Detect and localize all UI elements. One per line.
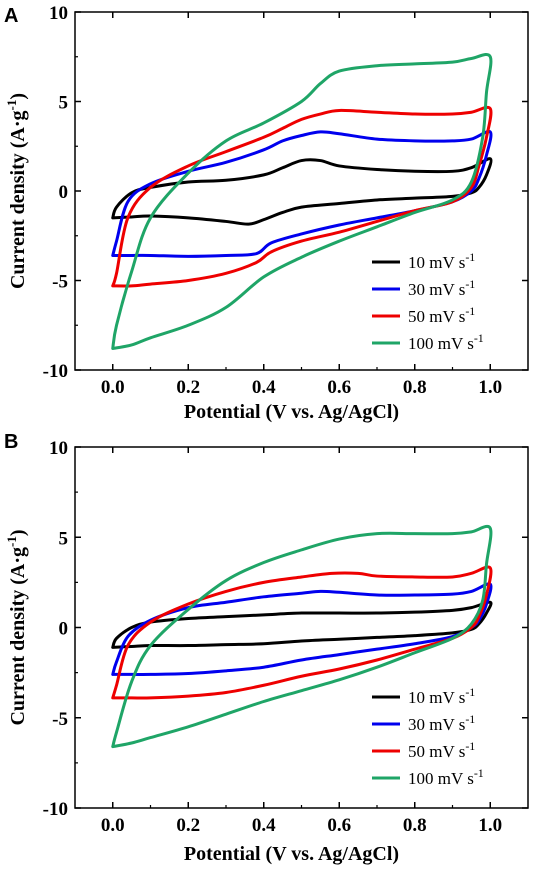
x-tick-label: 0.6 [327, 377, 351, 398]
y-tick-label: 0 [59, 619, 69, 640]
x-tick-label: 0.4 [252, 377, 276, 398]
y-tick-label: -10 [43, 799, 68, 820]
x-tick-label: 0.2 [176, 377, 200, 398]
legend-label: 10 mV s-1 [408, 250, 475, 272]
x-tick-label: 0.0 [101, 377, 125, 398]
y-axis-title: Current density (A·g-1) [4, 529, 29, 725]
series-group [111, 524, 493, 749]
legend-label: 10 mV s-1 [408, 685, 475, 707]
x-tick-label: 0.8 [403, 377, 427, 398]
series-line-1 [111, 600, 493, 649]
y-tick-label: 5 [59, 93, 69, 114]
series-line-3 [111, 105, 493, 288]
legend: 10 mV s-1 30 mV s-1 50 mV s-1 100 mV s-1 [372, 685, 484, 788]
x-tick-label: 0.0 [101, 815, 125, 836]
y-tick-label: -5 [52, 709, 68, 730]
legend-label: 30 mV s-1 [408, 712, 475, 734]
series-line-4 [111, 524, 493, 749]
x-tick-label: 0.4 [252, 815, 276, 836]
y-tick-label: -5 [52, 272, 68, 293]
legend: 10 mV s-1 30 mV s-1 50 mV s-1 100 mV s-1 [372, 250, 484, 353]
series-line-2 [111, 129, 493, 258]
x-tick-label: 1.0 [478, 815, 502, 836]
y-axis-title: Current density (A·g-1) [4, 93, 29, 289]
legend-label: 50 mV s-1 [408, 739, 475, 761]
series-line-4 [111, 53, 493, 351]
panel-label: A [4, 5, 18, 27]
panel-label: B [4, 431, 18, 453]
x-tick-label: 0.6 [327, 815, 351, 836]
x-axis-title: Potential (V vs. Ag/AgCl) [184, 401, 399, 423]
series-group [111, 53, 493, 351]
legend-label: 100 mV s-1 [408, 766, 484, 788]
chart-panel-a: A 0.0 0.2 0.4 0.6 0.8 1.0 10 5 0 -5 -10 Potential (V… [4, 3, 529, 423]
series-line-2 [111, 582, 493, 676]
x-tick-label: 0.2 [176, 815, 200, 836]
x-tick-label: 0.8 [403, 815, 427, 836]
y-tick-label: 5 [59, 528, 69, 549]
series-line-3 [111, 565, 493, 700]
series-line-1 [111, 157, 493, 226]
legend-label: 100 mV s-1 [408, 331, 484, 353]
legend-label: 50 mV s-1 [408, 304, 475, 326]
x-axis-title: Potential (V vs. Ag/AgCl) [184, 843, 399, 865]
y-tick-label: 0 [59, 182, 69, 203]
legend-label: 30 mV s-1 [408, 277, 475, 299]
x-tick-label: 1.0 [478, 377, 502, 398]
y-tick-label: 10 [49, 3, 68, 24]
y-tick-label: -10 [43, 361, 68, 382]
y-tick-label: 10 [49, 438, 68, 459]
chart-panel-b: B 0.0 0.2 0.4 0.6 0.8 1.0 10 5 0 -5 -10 Potential (V… [4, 431, 529, 865]
